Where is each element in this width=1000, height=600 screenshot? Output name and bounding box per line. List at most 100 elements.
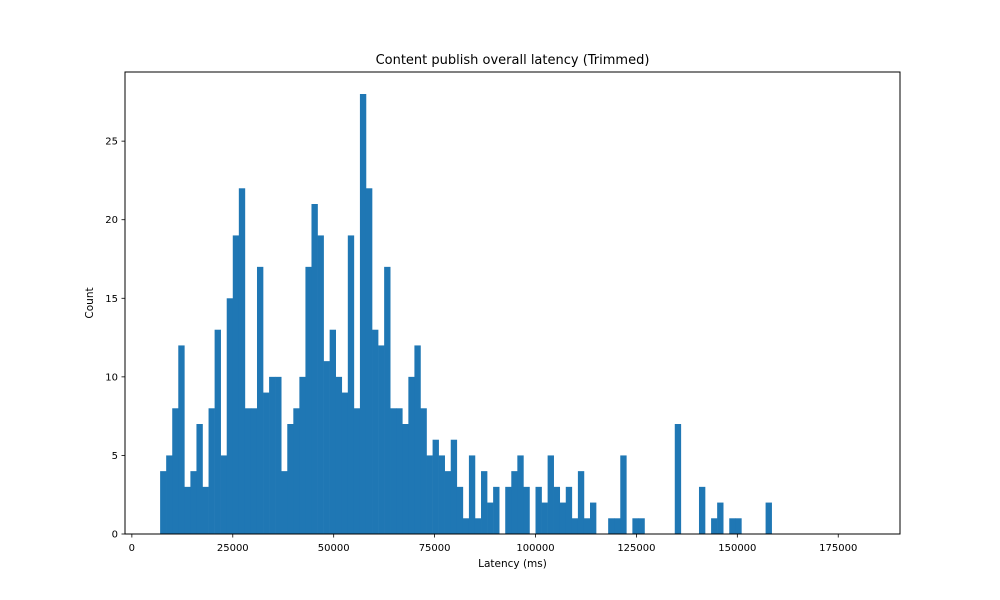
- histogram-bar: [711, 518, 718, 534]
- histogram-bar: [565, 486, 573, 534]
- histogram-bar: [160, 471, 167, 534]
- y-tick-label: 15: [105, 294, 118, 305]
- y-axis: 0 5 10 15 20 25: [105, 137, 125, 541]
- histogram-bar: [329, 329, 336, 534]
- histogram-bar: [341, 392, 349, 534]
- histogram-bar: [505, 486, 512, 534]
- histogram-bar: [765, 502, 772, 534]
- y-tick-label: 10: [105, 372, 118, 383]
- x-tick-label: 50000: [318, 543, 350, 554]
- histogram-bar: [511, 471, 518, 534]
- histogram-bar: [402, 424, 409, 534]
- histogram-bar: [281, 471, 288, 534]
- y-tick-label: 0: [112, 530, 118, 541]
- plot-frame: [124, 71, 901, 535]
- histogram-bar: [287, 424, 294, 534]
- y-axis-label: Count: [84, 287, 96, 318]
- histogram-bar: [583, 518, 591, 534]
- histogram-bar: [408, 376, 415, 534]
- histogram-bar: [323, 361, 330, 534]
- histogram-bar: [365, 188, 373, 535]
- histogram-bar: [632, 518, 639, 534]
- x-tick-label: 125000: [617, 543, 655, 554]
- histogram-bar: [196, 424, 203, 534]
- histogram-bar: [614, 518, 621, 534]
- histogram-bar: [735, 518, 742, 534]
- histogram-bar: [250, 408, 258, 534]
- histogram-bar: [535, 486, 542, 534]
- histogram-bar: [378, 345, 385, 534]
- histogram-bar: [238, 188, 246, 535]
- histogram-bar: [698, 486, 706, 534]
- histogram-bar: [390, 408, 397, 534]
- histogram-bar: [438, 455, 445, 534]
- x-axis-label: Latency (ms): [478, 558, 547, 570]
- bars-group: [160, 94, 772, 535]
- x-tick-label: 75000: [419, 543, 451, 554]
- histogram-bar: [729, 518, 736, 534]
- histogram-bar: [372, 329, 379, 534]
- histogram-bar: [456, 486, 464, 534]
- histogram-bar: [226, 298, 234, 534]
- histogram-bar: [220, 455, 228, 534]
- x-axis: 0 25000 50000 75000 100000 125000 150000 175000: [129, 534, 857, 554]
- y-tick-label: 20: [105, 215, 118, 226]
- histogram-bar: [214, 329, 221, 534]
- histogram-bar: [184, 486, 191, 534]
- histogram-bar: [347, 235, 355, 534]
- histogram-bar: [256, 266, 264, 534]
- chart-title: Content publish overall latency (Trimmed…: [376, 53, 650, 68]
- histogram-bar: [414, 345, 421, 534]
- histogram-bar: [674, 424, 682, 534]
- histogram-bar: [335, 376, 343, 534]
- histogram-bar: [493, 486, 500, 534]
- histogram-bar: [384, 266, 391, 534]
- histogram-bar: [481, 471, 488, 534]
- histogram-bar: [269, 376, 276, 534]
- histogram-bar: [523, 486, 530, 534]
- histogram-bar: [244, 408, 252, 534]
- histogram-bar: [547, 455, 554, 534]
- histogram-bar: [263, 392, 270, 534]
- histogram-bar: [208, 408, 215, 534]
- histogram-bar: [202, 486, 209, 534]
- histogram-bar: [353, 408, 361, 534]
- histogram-bar: [432, 439, 439, 534]
- histogram-bar: [444, 471, 452, 534]
- histogram-bar: [474, 518, 482, 534]
- histogram-bar: [293, 408, 300, 534]
- histogram-bar: [590, 502, 597, 534]
- x-tick-label: 25000: [217, 543, 249, 554]
- histogram-bar: [317, 235, 324, 534]
- histogram-bar: [517, 455, 524, 534]
- x-tick-label: 150000: [718, 543, 756, 554]
- x-tick-label: 0: [129, 543, 135, 554]
- histogram-bar: [620, 455, 627, 534]
- histogram-bar: [426, 455, 433, 534]
- histogram-bar: [172, 408, 179, 534]
- y-tick-label: 5: [112, 451, 118, 462]
- histogram-bar: [462, 518, 470, 534]
- histogram-bar: [638, 518, 645, 534]
- x-tick-label: 100000: [516, 543, 554, 554]
- histogram-bar: [487, 502, 494, 534]
- histogram-bar: [541, 502, 548, 534]
- histogram-bar: [305, 266, 312, 534]
- histogram-bar: [468, 455, 476, 534]
- histogram-bar: [232, 235, 240, 534]
- histogram-bar: [420, 408, 427, 534]
- histogram-bar: [553, 486, 561, 534]
- x-tick-label: 175000: [819, 543, 857, 554]
- histogram-bar: [450, 439, 458, 534]
- histogram-bar: [359, 94, 367, 534]
- histogram-bar: [577, 471, 585, 534]
- histogram-bar: [275, 376, 282, 534]
- histogram-bar: [396, 408, 403, 534]
- histogram-bar: [311, 204, 318, 534]
- histogram-bar: [608, 518, 615, 534]
- histogram-bar: [178, 345, 185, 534]
- histogram-bar: [571, 518, 579, 534]
- histogram-bar: [190, 471, 197, 534]
- histogram-bar: [717, 502, 724, 534]
